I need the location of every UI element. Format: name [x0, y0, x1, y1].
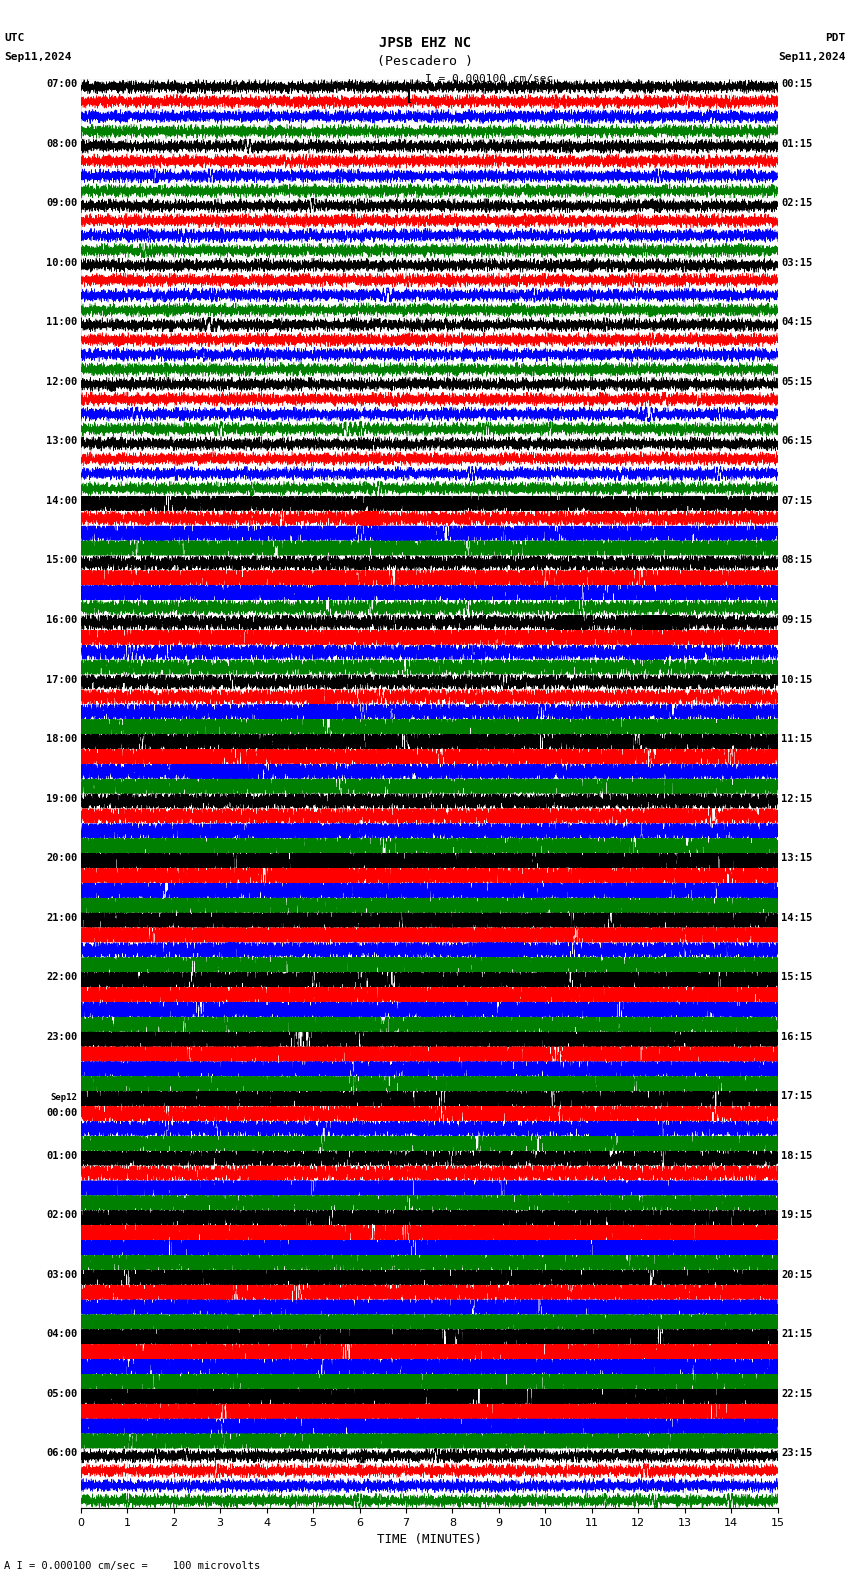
- Text: 13:00: 13:00: [46, 436, 77, 447]
- Text: 12:00: 12:00: [46, 377, 77, 386]
- Text: 23:00: 23:00: [46, 1031, 77, 1042]
- Text: 03:15: 03:15: [781, 258, 813, 268]
- Text: 07:15: 07:15: [781, 496, 813, 505]
- Text: 09:00: 09:00: [46, 198, 77, 208]
- Text: 23:15: 23:15: [781, 1448, 813, 1459]
- Text: A I = 0.000100 cm/sec =    100 microvolts: A I = 0.000100 cm/sec = 100 microvolts: [4, 1562, 260, 1571]
- Text: 01:00: 01:00: [46, 1150, 77, 1161]
- Text: 14:00: 14:00: [46, 496, 77, 505]
- Text: 20:15: 20:15: [781, 1270, 813, 1280]
- Text: 06:15: 06:15: [781, 436, 813, 447]
- Text: 07:00: 07:00: [46, 79, 77, 89]
- Text: 18:00: 18:00: [46, 733, 77, 744]
- Text: 20:00: 20:00: [46, 854, 77, 863]
- Text: 05:15: 05:15: [781, 377, 813, 386]
- Text: Sep11,2024: Sep11,2024: [779, 52, 846, 62]
- Text: 02:00: 02:00: [46, 1210, 77, 1220]
- Text: Sep11,2024: Sep11,2024: [4, 52, 71, 62]
- Text: 00:15: 00:15: [781, 79, 813, 89]
- Text: 18:15: 18:15: [781, 1150, 813, 1161]
- Text: 10:15: 10:15: [781, 675, 813, 684]
- Text: JPSB EHZ NC: JPSB EHZ NC: [379, 36, 471, 51]
- Text: 21:15: 21:15: [781, 1329, 813, 1340]
- Text: 22:15: 22:15: [781, 1389, 813, 1399]
- Text: 06:00: 06:00: [46, 1448, 77, 1459]
- Text: 15:00: 15:00: [46, 556, 77, 565]
- Text: 17:15: 17:15: [781, 1091, 813, 1101]
- Text: 16:15: 16:15: [781, 1031, 813, 1042]
- X-axis label: TIME (MINUTES): TIME (MINUTES): [377, 1533, 482, 1546]
- Text: 01:15: 01:15: [781, 139, 813, 149]
- Text: 10:00: 10:00: [46, 258, 77, 268]
- Text: 19:15: 19:15: [781, 1210, 813, 1220]
- Text: 16:00: 16:00: [46, 615, 77, 626]
- Text: 04:15: 04:15: [781, 317, 813, 328]
- Text: 00:00: 00:00: [46, 1107, 77, 1118]
- Text: 17:00: 17:00: [46, 675, 77, 684]
- Text: 02:15: 02:15: [781, 198, 813, 208]
- Text: I = 0.000100 cm/sec: I = 0.000100 cm/sec: [425, 74, 553, 84]
- Text: 11:00: 11:00: [46, 317, 77, 328]
- Text: 22:00: 22:00: [46, 973, 77, 982]
- Text: (Pescadero ): (Pescadero ): [377, 55, 473, 68]
- Text: UTC: UTC: [4, 33, 25, 43]
- Text: 04:00: 04:00: [46, 1329, 77, 1340]
- Text: 08:00: 08:00: [46, 139, 77, 149]
- Text: 05:00: 05:00: [46, 1389, 77, 1399]
- Text: 21:00: 21:00: [46, 912, 77, 922]
- Text: 14:15: 14:15: [781, 912, 813, 922]
- Text: 19:00: 19:00: [46, 794, 77, 803]
- Text: PDT: PDT: [825, 33, 846, 43]
- Text: 03:00: 03:00: [46, 1270, 77, 1280]
- Text: Sep12: Sep12: [50, 1093, 77, 1102]
- Text: 11:15: 11:15: [781, 733, 813, 744]
- Text: 15:15: 15:15: [781, 973, 813, 982]
- Text: 12:15: 12:15: [781, 794, 813, 803]
- Text: 13:15: 13:15: [781, 854, 813, 863]
- Text: 09:15: 09:15: [781, 615, 813, 626]
- Text: 08:15: 08:15: [781, 556, 813, 565]
